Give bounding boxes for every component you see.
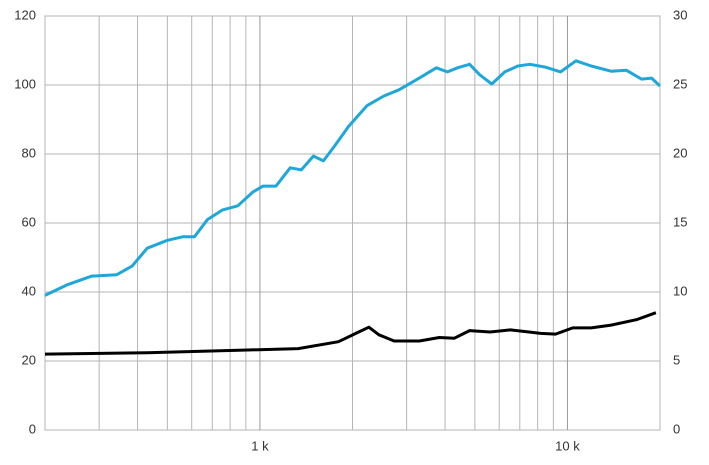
y2-tick-label: 5 [673, 352, 680, 367]
y-tick-label: 0 [29, 421, 36, 436]
y2-tick-label: 25 [673, 76, 687, 91]
y-tick-label: 40 [22, 283, 36, 298]
x-tick-label: 10 k [555, 438, 580, 453]
y2-tick-label: 20 [673, 145, 687, 160]
x-tick-label: 1 k [251, 438, 269, 453]
y2-tick-label: 15 [673, 214, 687, 229]
series-line [44, 311, 657, 356]
y2-tick-label: 30 [673, 7, 687, 22]
series-line [44, 59, 662, 297]
y2-tick-label: 0 [673, 421, 680, 436]
y2-tick-label: 10 [673, 283, 687, 298]
y-tick-label: 80 [22, 145, 36, 160]
y-tick-label: 60 [22, 214, 36, 229]
y-tick-label: 20 [22, 352, 36, 367]
y-tick-label: 120 [14, 7, 36, 22]
y-tick-label: 100 [14, 76, 36, 91]
